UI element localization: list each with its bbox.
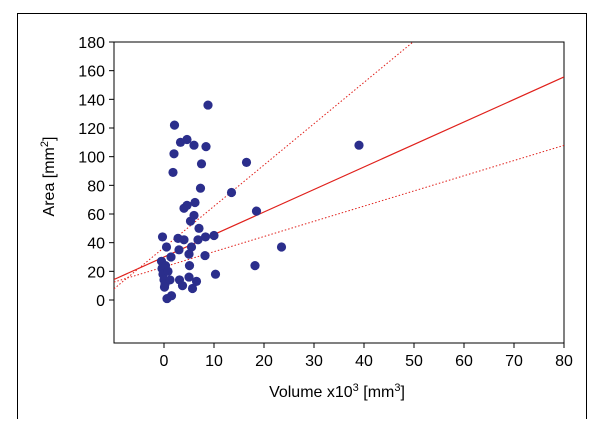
y-tick-label: 60 [87,207,105,224]
x-tick-label: 70 [505,353,523,370]
data-point [184,261,195,271]
data-point [190,197,200,208]
data-point [194,223,204,233]
data-point [166,252,176,262]
y-axis-ticks: 0 20 40 60 80 100 120 140 160 180 [78,35,114,310]
data-point [193,235,203,245]
data-point [182,200,192,210]
data-point [159,282,170,292]
y-tick-label: 80 [87,178,105,195]
data-point [163,266,173,276]
chart-frame [17,13,587,419]
data-point [184,272,194,282]
x-tick-label: 60 [455,353,473,370]
data-point [184,249,194,259]
y-tick-label: 160 [78,64,105,81]
x-tick-label: 80 [555,353,573,370]
data-point [226,187,237,198]
plot-area [113,41,565,344]
data-point [169,120,180,130]
data-point [187,283,198,294]
x-tick-label: 40 [355,353,373,370]
data-point [161,242,172,252]
data-point [165,275,175,285]
x-axis-ticks: 0 10 20 30 40 50 60 70 80 [160,343,573,370]
x-tick-label: 0 [160,353,169,370]
data-point [250,261,260,271]
x-tick-label: 30 [305,353,323,370]
data-point [157,232,168,242]
data-point [179,235,189,245]
ci-upper-line [114,42,414,290]
data-point [241,157,252,167]
y-axis-title: Area [mm2] [39,137,58,217]
y-tick-label: 140 [78,92,105,109]
data-point [166,291,177,301]
x-tick-label: 50 [405,353,423,370]
data-point [203,100,213,110]
data-point [251,206,262,216]
ci-lower-line [114,144,564,283]
data-point [200,250,210,261]
x-tick-label: 20 [255,353,273,370]
data-point [189,140,199,150]
data-point [174,245,184,255]
x-tick-label: 10 [205,353,223,370]
y-tick-label: 40 [87,236,105,253]
data-point [182,134,192,145]
y-tick-label: 20 [87,264,105,281]
data-point [177,281,188,291]
y-tick-label: 0 [96,293,105,310]
y-tick-label: 120 [78,121,105,138]
y-tick-label: 100 [78,150,105,167]
x-axis-title: Volume x103 [mm3] [269,382,405,401]
data-point [201,142,211,152]
y-tick-label: 180 [78,35,105,52]
data-points [156,100,364,304]
data-point [189,210,199,221]
data-point [276,242,287,252]
data-point [210,269,221,279]
data-point [354,140,364,150]
data-point [195,183,206,193]
data-point [209,230,219,241]
data-point [186,242,197,252]
data-point [200,232,211,242]
data-point [168,167,178,178]
data-point [191,276,202,286]
data-point [169,149,179,159]
data-point [196,159,207,169]
